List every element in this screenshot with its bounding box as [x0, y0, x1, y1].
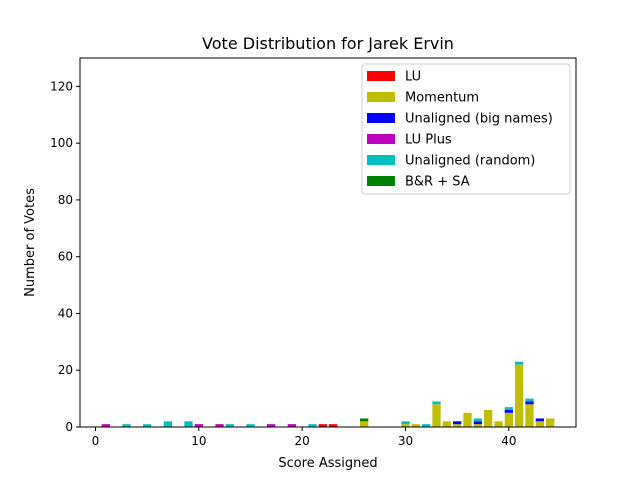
bar-momentum-score-42	[525, 404, 534, 427]
y-tick-label: 20	[58, 363, 73, 377]
bar-unaligned-random-score-9	[184, 421, 193, 427]
bar-unaligned-random-score-40	[504, 407, 513, 410]
x-tick-label: 40	[501, 434, 516, 448]
bar-lu-plus-score-19	[287, 424, 296, 427]
bar-lu-plus-score-10	[194, 424, 203, 427]
bar-unaligned-random-score-41	[515, 361, 524, 365]
bars-layer	[101, 361, 555, 427]
plot-area-frame	[79, 57, 577, 428]
legend-label-unaligned-big-names: Unaligned (big names)	[405, 112, 553, 127]
x-tick-label: 10	[191, 434, 206, 448]
bar-momentum-score-35	[453, 424, 462, 427]
x-tick-label: 0	[92, 434, 100, 448]
legend-label-momentum: Momentum	[405, 91, 479, 106]
bar-lu-score-22	[318, 424, 327, 427]
bar-unaligned-random-score-30	[401, 421, 410, 425]
bar-momentum-score-26	[360, 421, 369, 427]
legend-label-unaligned-random: Unaligned (random)	[405, 154, 535, 169]
legend-swatch-b-r-sa	[367, 176, 395, 186]
bar-unaligned-big-names-score-37	[473, 421, 482, 425]
bar-unaligned-big-names-score-42	[525, 401, 534, 405]
bar-momentum-score-31	[411, 424, 420, 427]
bar-momentum-score-40	[504, 412, 513, 427]
bar-momentum-score-34	[442, 421, 451, 427]
bar-unaligned-big-names-score-35	[453, 421, 462, 425]
bar-momentum-score-38	[484, 409, 493, 427]
bar-unaligned-random-score-42	[525, 398, 534, 402]
x-axis-ticks: 0 10 20 30 40	[92, 427, 516, 448]
legend: LU Momentum Unaligned (big names) LU Plus Un…	[361, 63, 571, 195]
x-tick-label: 20	[295, 434, 310, 448]
y-tick-label: 60	[58, 250, 73, 264]
bar-momentum-score-44	[546, 418, 555, 427]
bar-unaligned-random-score-13	[225, 424, 234, 427]
bar-unaligned-random-score-32	[422, 424, 431, 427]
legend-swatch-unaligned-big-names	[367, 113, 395, 123]
y-axis-ticks: 0 20 40 60 80 100 120	[50, 79, 80, 434]
bar-unaligned-random-score-15	[246, 424, 255, 427]
legend-swatch-unaligned-random	[367, 155, 395, 165]
bar-momentum-score-39	[494, 421, 503, 427]
legend-label-b-r-sa: B&R + SA	[405, 175, 470, 190]
bar-momentum-score-30	[401, 424, 410, 427]
chart-title: Vote Distribution for Jarek Ervin	[202, 34, 454, 53]
bar-unaligned-random-score-21	[308, 424, 317, 427]
legend-swatch-lu	[367, 71, 395, 81]
x-axis-label: Score Assigned	[278, 456, 377, 471]
bar-lu-plus-score-17	[267, 424, 276, 427]
bar-b-r-sa-score-26	[360, 418, 369, 422]
legend-label-lu-plus: LU Plus	[405, 133, 452, 148]
bar-unaligned-big-names-score-40	[504, 409, 513, 413]
legend-label-lu: LU	[405, 70, 421, 85]
bar-momentum-score-43	[535, 421, 544, 427]
y-axis-label: Number of Votes	[23, 188, 38, 297]
bar-momentum-score-41	[515, 364, 524, 427]
legend-frame	[361, 63, 571, 195]
bar-unaligned-random-score-5	[143, 424, 152, 427]
legend-swatch-momentum	[367, 92, 395, 102]
bar-momentum-score-37	[473, 424, 482, 427]
bar-lu-plus-score-1	[101, 424, 110, 427]
y-tick-label: 80	[58, 193, 73, 207]
bar-unaligned-random-score-7	[163, 421, 172, 427]
legend-swatch-lu-plus	[367, 134, 395, 144]
bar-momentum-score-33	[432, 404, 441, 427]
bar-lu-plus-score-12	[215, 424, 224, 427]
bar-unaligned-random-score-3	[122, 424, 131, 427]
bar-unaligned-random-score-33	[432, 401, 441, 405]
x-tick-label: 30	[398, 434, 413, 448]
y-tick-label: 40	[58, 306, 73, 320]
bar-unaligned-big-names-score-43	[535, 418, 544, 422]
y-tick-label: 100	[50, 136, 73, 150]
bar-momentum-score-36	[463, 412, 472, 427]
y-tick-label: 120	[50, 79, 73, 93]
bar-lu-score-23	[329, 424, 338, 427]
y-tick-label: 0	[65, 420, 73, 434]
bar-unaligned-random-score-37	[473, 418, 482, 422]
